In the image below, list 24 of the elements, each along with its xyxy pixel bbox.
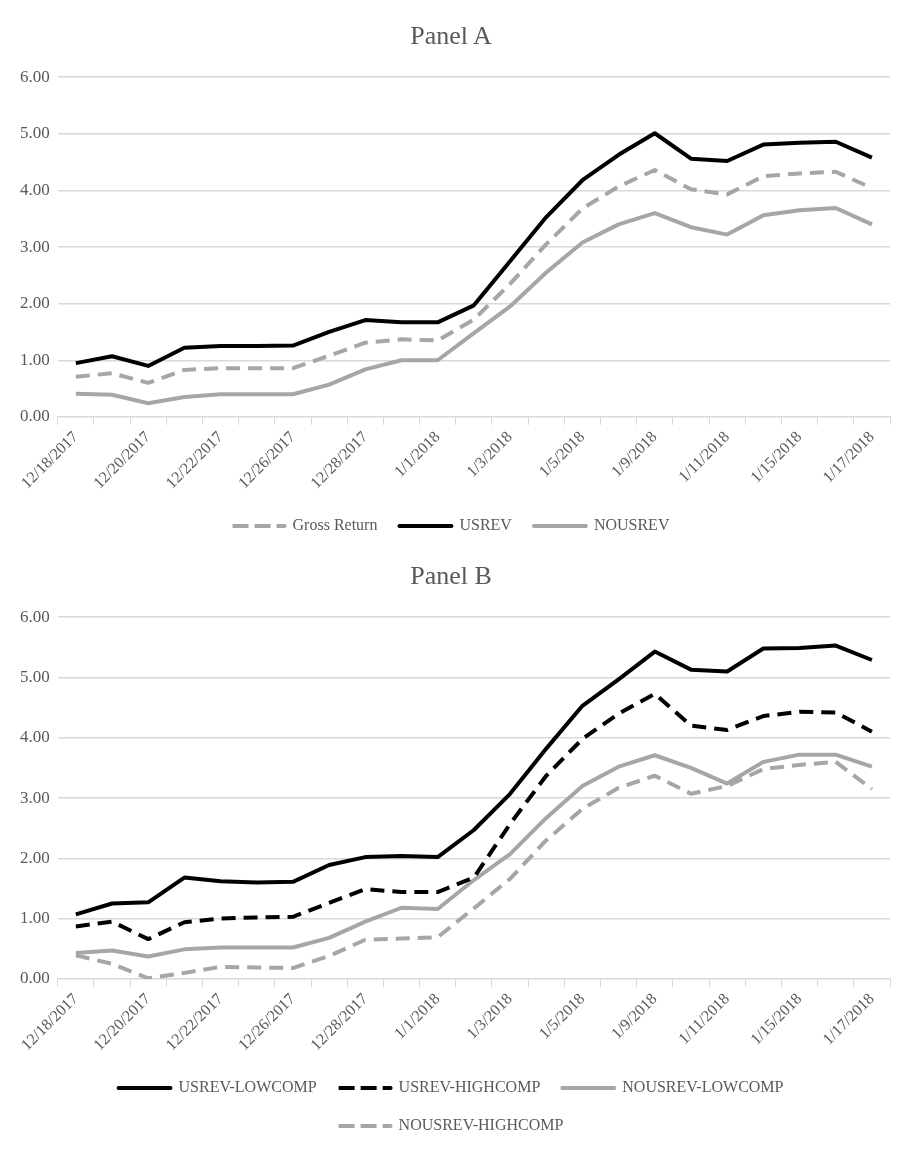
y-tick-label: 4.00 bbox=[20, 179, 50, 199]
legend-label: NOUSREV-LOWCOMP bbox=[622, 1078, 784, 1096]
y-tick-label: 1.00 bbox=[20, 349, 50, 369]
y-tick-label: 3.00 bbox=[20, 236, 50, 256]
y-tick-label: 6.00 bbox=[20, 606, 50, 626]
legend-label: USREV bbox=[459, 516, 513, 534]
chart-title: Panel B bbox=[410, 561, 492, 591]
y-tick-label: 4.00 bbox=[20, 727, 50, 747]
legend-label: USREV-HIGHCOMP bbox=[398, 1078, 541, 1096]
line-series bbox=[73, 691, 874, 942]
y-tick-label: 0.00 bbox=[20, 406, 50, 426]
y-tick-label: 0.00 bbox=[20, 968, 50, 988]
y-tick-label: 5.00 bbox=[20, 123, 50, 143]
y-tick-label: 2.00 bbox=[20, 847, 50, 867]
legend-label: USREV-LOWCOMP bbox=[178, 1078, 317, 1096]
y-tick-label: 6.00 bbox=[20, 66, 50, 86]
legend-label: NOUSREV-HIGHCOMP bbox=[398, 1116, 564, 1134]
y-tick-label: 5.00 bbox=[20, 666, 50, 686]
chart-title: Panel A bbox=[410, 21, 493, 51]
y-tick-label: 1.00 bbox=[20, 908, 50, 928]
legend-label: NOUSREV bbox=[593, 516, 670, 534]
y-tick-label: 2.00 bbox=[20, 293, 50, 313]
legend-label: Gross Return bbox=[292, 516, 378, 534]
y-tick-label: 3.00 bbox=[20, 787, 50, 807]
